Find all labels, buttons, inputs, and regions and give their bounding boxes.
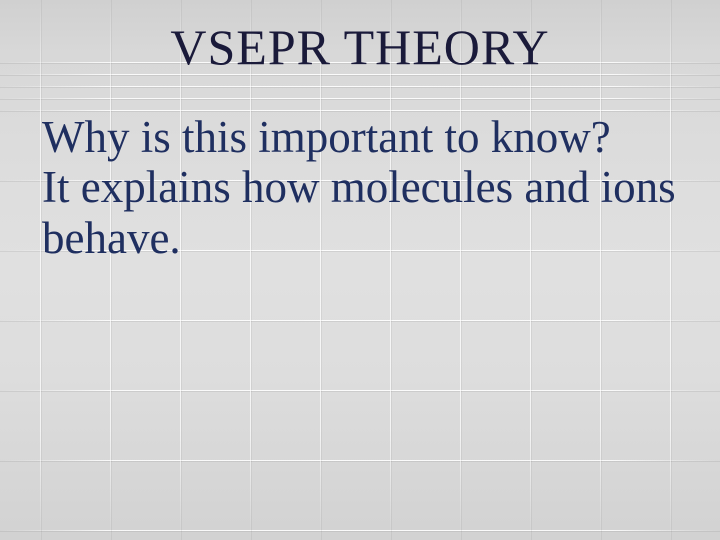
slide-title: VSEPR THEORY: [42, 18, 678, 76]
slide-content: VSEPR THEORY Why is this important to kn…: [0, 0, 720, 263]
grid-hline: [0, 460, 720, 461]
slide-question: Why is this important to know?: [42, 112, 678, 162]
grid-hline: [0, 390, 720, 391]
slide-answer: It explains how molecules and ions behav…: [42, 162, 678, 263]
grid-hline: [0, 320, 720, 321]
slide-body: Why is this important to know? It explai…: [42, 112, 678, 263]
grid-hline: [0, 530, 720, 531]
